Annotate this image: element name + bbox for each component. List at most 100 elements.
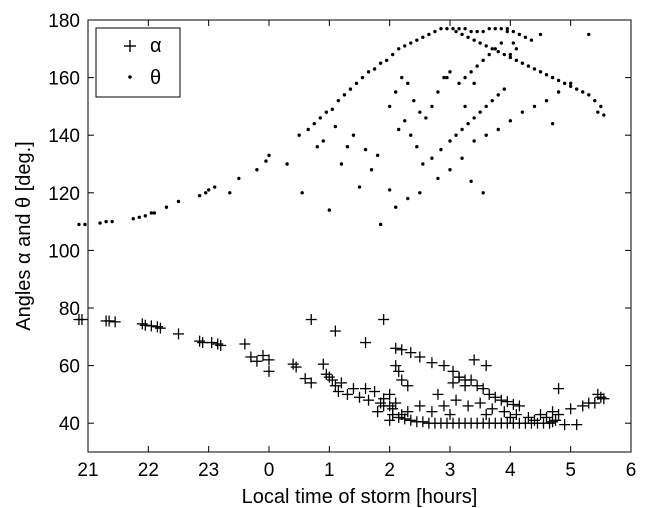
alpha-point	[432, 388, 444, 400]
alpha-point	[426, 406, 438, 418]
x-tick-label: 6	[626, 460, 637, 481]
theta-point	[484, 104, 488, 109]
y-tick-label: 120	[48, 184, 80, 205]
alpha-point	[215, 339, 227, 351]
legend-theta-marker	[128, 75, 132, 79]
theta-point	[98, 221, 102, 225]
theta-point	[538, 70, 543, 74]
theta-point	[484, 44, 488, 48]
theta-point	[131, 217, 135, 221]
theta-point	[529, 38, 534, 42]
alpha-point	[501, 396, 513, 408]
theta-point	[406, 196, 410, 201]
alpha-point	[547, 416, 559, 428]
theta-point	[375, 153, 380, 158]
alpha-point	[329, 380, 341, 392]
alpha-point	[145, 320, 157, 332]
alpha-point	[450, 394, 462, 406]
alpha-point	[495, 394, 507, 406]
alpha-point	[504, 411, 516, 423]
theta-point	[454, 29, 458, 34]
alpha-point	[414, 351, 426, 363]
theta-point	[330, 107, 335, 111]
theta-point	[508, 119, 513, 123]
theta-point	[460, 127, 464, 132]
x-tick-label: 22	[138, 460, 159, 481]
theta-point	[77, 222, 81, 227]
alpha-point	[369, 386, 381, 398]
y-tick-label: 140	[48, 126, 80, 147]
alpha-point	[535, 409, 546, 421]
theta-point	[436, 90, 440, 94]
alpha-point	[489, 391, 501, 403]
theta-point	[439, 26, 443, 31]
theta-point	[451, 26, 455, 31]
theta-point	[457, 81, 461, 86]
theta-point	[433, 29, 437, 34]
alpha-point	[305, 314, 317, 326]
theta-point	[306, 127, 310, 132]
alpha-point	[332, 386, 344, 398]
theta-point	[505, 26, 510, 31]
theta-point	[285, 162, 289, 166]
theta-point	[460, 32, 464, 37]
theta-point	[324, 110, 329, 114]
theta-point	[511, 29, 516, 34]
theta-point	[197, 193, 202, 198]
theta-point	[469, 70, 473, 74]
theta-point	[484, 133, 488, 137]
alpha-point	[136, 318, 148, 330]
alpha-point	[206, 337, 218, 349]
theta-point	[475, 29, 479, 34]
theta-point	[378, 222, 383, 227]
theta-point	[532, 67, 537, 71]
theta-point	[400, 75, 404, 80]
legend-alpha-label: α	[150, 35, 162, 57]
theta-point	[439, 147, 443, 152]
theta-point	[360, 75, 365, 80]
alpha-point	[498, 406, 510, 418]
theta-point	[496, 49, 500, 54]
alpha-point	[547, 406, 559, 418]
alpha-point	[477, 383, 489, 395]
theta-point	[436, 176, 440, 181]
theta-point	[137, 215, 141, 219]
alpha-point	[405, 414, 417, 426]
theta-point	[487, 26, 491, 31]
alpha-point	[583, 397, 595, 409]
legend-box	[95, 27, 181, 98]
theta-point	[523, 35, 528, 39]
alpha-point	[251, 355, 263, 367]
theta-point	[593, 98, 597, 103]
theta-point	[403, 119, 407, 123]
theta-point	[511, 41, 516, 45]
alpha-point	[544, 417, 556, 429]
alpha-point	[245, 351, 257, 363]
theta-point	[149, 211, 154, 215]
alpha-point	[384, 388, 396, 400]
alpha-point	[541, 411, 553, 423]
alpha-point	[559, 419, 571, 431]
alpha-point	[317, 358, 329, 370]
theta-point	[508, 52, 513, 57]
alpha-point	[390, 397, 402, 409]
theta-point	[499, 41, 503, 45]
theta-point	[412, 98, 416, 103]
theta-point	[387, 188, 392, 192]
alpha-point	[483, 388, 495, 400]
alpha-point	[372, 406, 384, 418]
theta-point	[526, 64, 531, 68]
alpha-point	[335, 377, 347, 389]
theta-point	[387, 104, 392, 109]
theta-point	[463, 75, 467, 80]
theta-point	[110, 219, 114, 224]
legend-alpha-marker	[124, 40, 136, 52]
theta-point	[562, 81, 567, 86]
alpha-point	[577, 400, 589, 412]
theta-point	[538, 32, 543, 37]
alpha-point	[103, 315, 115, 327]
alpha-point	[354, 391, 365, 403]
y-tick-label: 160	[48, 69, 80, 90]
theta-point	[394, 90, 398, 94]
alpha-point	[522, 411, 534, 423]
